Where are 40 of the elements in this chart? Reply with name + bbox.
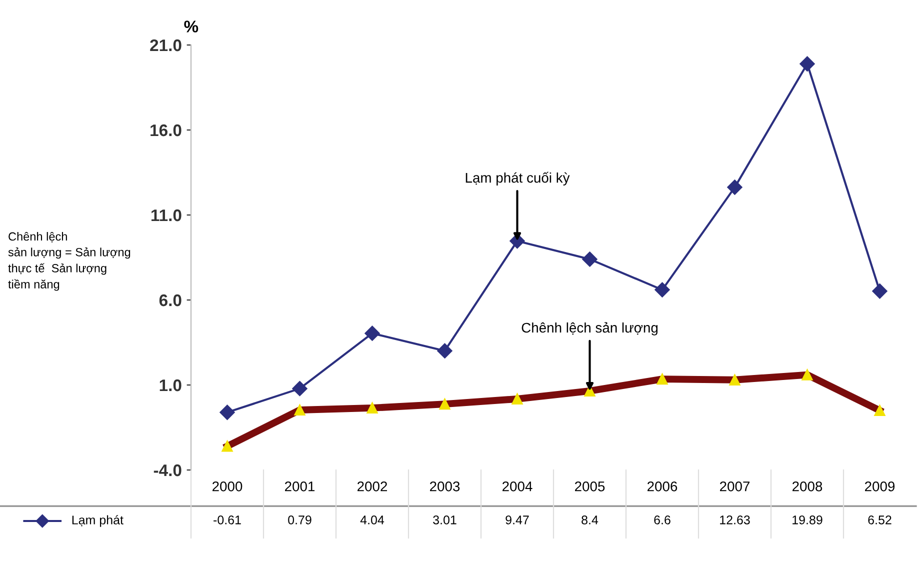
data-label: -0.61 (214, 516, 241, 524)
y-tick-label: 21.0 (150, 39, 182, 52)
data-label: 12.63 (720, 516, 750, 524)
point (364, 326, 380, 341)
y-tick-label: 16.0 (150, 124, 182, 136)
text: Chênh lệch sản lượng = Sản lượng thực tế Sản lượng tiềm năng (8, 232, 130, 291)
y-tick-label: 11.0 (152, 209, 182, 222)
point (582, 252, 598, 267)
annotation: Chênh lệch sản lượng (522, 322, 658, 336)
data-label: 6.6 (654, 516, 670, 524)
x-tick-label: 2001 (285, 481, 315, 492)
point (800, 56, 815, 72)
point (437, 343, 452, 358)
y-tick-label: 1.0 (160, 379, 182, 392)
x-tick-label: 2004 (502, 481, 532, 492)
x-tick-label: 2007 (720, 481, 750, 492)
point (292, 381, 308, 396)
point (220, 404, 235, 420)
x-tick-label: 2006 (648, 481, 678, 492)
y-tick-label: 6.0 (159, 294, 182, 306)
data-label: 8.4 (582, 516, 598, 524)
data-label: 19.89 (792, 516, 822, 524)
data-label: 6.52 (868, 516, 892, 524)
data-label: 9.47 (506, 516, 529, 524)
x-tick-label: 2005 (575, 481, 605, 492)
point (727, 180, 742, 195)
y-axis-title: % (184, 20, 198, 32)
point (872, 284, 888, 299)
x-tick-label: 2003 (430, 481, 460, 492)
x-tick-label: 2008 (792, 481, 822, 492)
x-tick-label: 2000 (212, 481, 242, 492)
data-label: 0.79 (288, 516, 312, 524)
legend-label: Lạm phát (72, 515, 124, 527)
data-label: 4.04 (360, 516, 384, 524)
x-tick-label: 2009 (865, 481, 895, 492)
data-label: 3.01 (433, 516, 456, 524)
x-tick-label: 2002 (358, 481, 388, 492)
annotation: Lạm phát cuối kỳ (466, 172, 570, 186)
point (654, 282, 670, 298)
y-tick-label: -4.0 (154, 464, 182, 476)
